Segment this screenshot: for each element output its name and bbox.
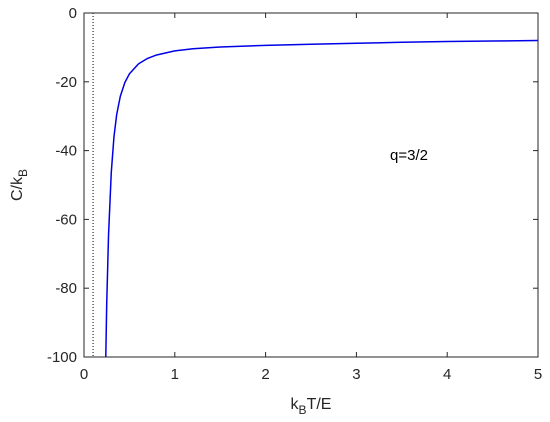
x-tick-label: 2 — [261, 366, 269, 383]
x-tick-label: 3 — [352, 366, 360, 383]
plot-frame — [83, 12, 539, 358]
x-axis-label-rest: T/E — [307, 396, 332, 413]
y-axis-label: C/kB — [9, 169, 30, 201]
y-tick-label: 0 — [69, 5, 77, 22]
plot-area — [84, 13, 538, 357]
y-axis-label-sub: B — [16, 169, 30, 177]
y-tick-label: -100 — [47, 349, 77, 366]
x-tick-label: 0 — [80, 366, 88, 383]
x-tick-label: 1 — [171, 366, 179, 383]
y-tick-label: -80 — [55, 280, 77, 297]
y-tick-label: -20 — [55, 74, 77, 91]
x-tick-label: 5 — [534, 366, 542, 383]
x-tick-label: 4 — [443, 366, 451, 383]
y-axis-label-main: C/k — [9, 176, 26, 201]
series-line-0 — [105, 39, 539, 358]
y-tick-label: -40 — [55, 143, 77, 160]
axis-ticks: 0 1 2 3 4 5 0 -20 -40 -60 -80 -100 — [47, 5, 542, 383]
x-axis-label: kBT/E — [291, 396, 332, 417]
y-tick-label: -60 — [55, 211, 77, 228]
x-axis-label-sub: B — [299, 403, 307, 417]
x-axis-label-main: k — [291, 396, 300, 413]
chart-marks — [92, 13, 539, 358]
annotation-label: q=3/2 — [390, 147, 428, 164]
